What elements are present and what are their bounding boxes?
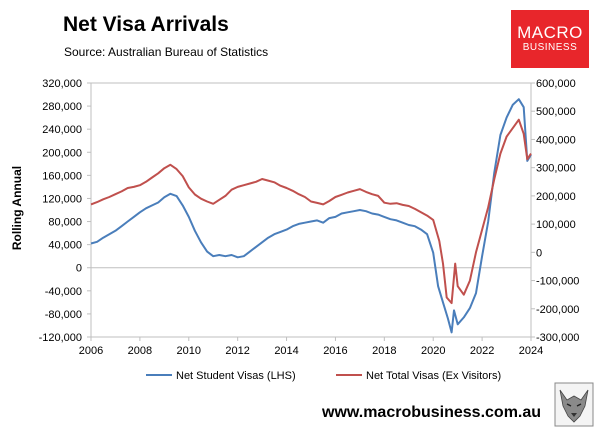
website-url: www.macrobusiness.com.au (322, 404, 542, 421)
chart-source: Source: Australian Bureau of Statistics (64, 45, 269, 59)
x-tick-label: 2008 (128, 345, 152, 357)
right-tick-label: 400,000 (536, 134, 576, 146)
series-lines (90, 98, 532, 334)
left-tick-label: 320,000 (42, 78, 82, 90)
left-tick-label: 200,000 (42, 147, 82, 159)
x-tick-label: 2012 (225, 345, 249, 357)
left-tick-label: 40,000 (48, 240, 82, 252)
left-tick-label: 0 (76, 263, 82, 275)
left-tick-label: 120,000 (42, 193, 82, 205)
left-tick-label: 160,000 (42, 170, 82, 182)
macrobusiness-logo: MACRO BUSINESS (511, 10, 589, 68)
right-tick-label: -200,000 (536, 304, 579, 316)
x-tick-label: 2006 (79, 345, 103, 357)
legend: Net Student Visas (LHS) Net Total Visas (… (146, 370, 501, 382)
plot-border (90, 82, 532, 338)
wolf-emblem-icon (554, 382, 594, 427)
x-tick-label: 2010 (177, 345, 201, 357)
right-tick-label: 300,000 (536, 163, 576, 175)
left-tick-label: -40,000 (45, 286, 82, 298)
left-tick-label: 240,000 (42, 124, 82, 136)
right-tick-label: -300,000 (536, 332, 579, 344)
chart-title: Net Visa Arrivals (63, 13, 229, 36)
right-tick-label: -100,000 (536, 276, 579, 288)
x-tick-label: 2022 (470, 345, 494, 357)
legend-label: Net Student Visas (LHS) (176, 370, 296, 382)
right-tick-label: 200,000 (536, 191, 576, 203)
legend-label: Net Total Visas (Ex Visitors) (366, 370, 501, 382)
right-tick-label: 100,000 (536, 219, 576, 231)
left-axis: -120,000 -80,000 -40,000 0 40,000 80,000 120,0… (39, 78, 91, 344)
left-tick-label: -80,000 (45, 309, 82, 321)
series-line-net-student-visas (90, 98, 532, 334)
left-tick-label: 80,000 (48, 217, 82, 229)
x-tick-label: 2020 (421, 345, 445, 357)
plot-frame (90, 82, 532, 338)
logo-line-1: MACRO (517, 23, 583, 42)
x-tick-label: 2024 (519, 345, 543, 357)
right-tick-label: 500,000 (536, 106, 576, 118)
right-tick-label: 0 (536, 247, 542, 259)
x-tick-label: 2014 (274, 345, 298, 357)
left-tick-label: 280,000 (42, 101, 82, 113)
y-axis-label: Rolling Annual (10, 166, 24, 250)
x-tick-label: 2018 (372, 345, 396, 357)
right-axis: -300,000 -200,000 -100,000 0 100,000 200,000 3… (531, 78, 579, 344)
x-axis: 2006 2008 2010 2012 2014 2016 2018 2020 2022 2024 (79, 337, 543, 357)
series-line-net-total-visas (90, 118, 532, 305)
left-tick-label: -120,000 (39, 332, 82, 344)
right-tick-label: 600,000 (536, 78, 576, 90)
logo-line-2: BUSINESS (522, 42, 578, 53)
x-tick-label: 2016 (323, 345, 347, 357)
